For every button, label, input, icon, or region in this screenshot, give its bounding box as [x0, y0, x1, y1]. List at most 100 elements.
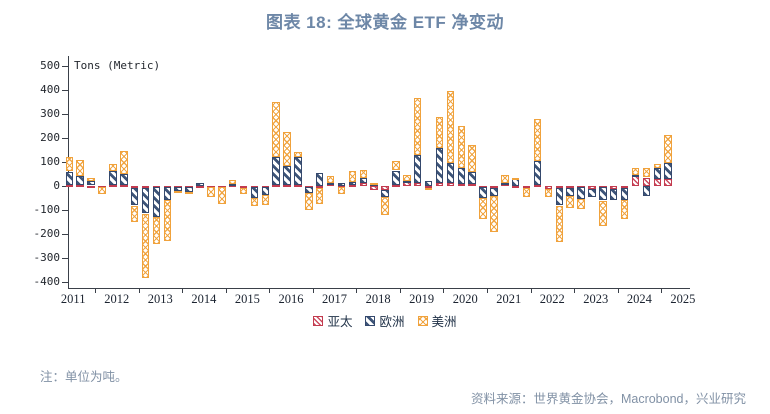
bar-segment-2023Q3-欧洲	[599, 187, 607, 201]
bar-segment-2021Q1-亚太	[490, 186, 498, 189]
bar-segment-2022Q1-亚太	[533, 184, 542, 187]
bar-segment-2021Q2-美洲	[501, 175, 509, 183]
bar-segment-2021Q4-美洲	[522, 188, 531, 197]
x-axis-tick	[138, 288, 140, 293]
bar-segment-2022Q2-美洲	[544, 188, 553, 197]
bar-segment-2017Q1-欧洲	[315, 172, 324, 186]
bar-segment-2011Q3-欧洲	[76, 175, 84, 186]
year-label: 2023	[583, 292, 609, 306]
bar-segment-2024Q4-美洲	[653, 164, 662, 168]
bar-segment-2016Q3-欧洲	[294, 156, 302, 185]
bar-segment-2018Q4-美洲	[392, 160, 400, 171]
bar-segment-2023Q1-欧洲	[577, 187, 585, 200]
x-axis-line	[68, 288, 690, 289]
bar-segment-2021Q1-美洲	[490, 195, 498, 232]
y-tick-label: -200	[33, 227, 61, 241]
bar-segment-2024Q2-亚太	[631, 176, 640, 186]
bar-segment-2017Q3-美洲	[337, 187, 346, 195]
bar-segment-2022Q1-欧洲	[533, 160, 542, 185]
y-tick-label: 0	[53, 179, 60, 192]
bar-segment-2019Q4-亚太	[435, 183, 444, 186]
bar-segment-2020Q1-欧洲	[446, 163, 455, 183]
source-credit: 资料来源：世界黄金协会，Macrobond，兴业研究	[470, 392, 746, 406]
legend-label-europe: 欧洲	[379, 315, 405, 329]
year-label: 2022	[539, 292, 565, 306]
legend-item-americas: 美洲	[417, 311, 457, 330]
bar-segment-2024Q3-亚太	[642, 177, 651, 186]
year-label: 2013	[147, 292, 173, 306]
bar-segment-2012Q2-美洲	[109, 164, 117, 172]
bar-segment-2023Q4-欧洲	[609, 188, 618, 200]
year-label: 2025	[670, 292, 696, 306]
bar-segment-2025Q1-亚太	[664, 178, 672, 186]
legend-item-europe: 欧洲	[365, 311, 405, 330]
bar-segment-2025Q1-美洲	[664, 135, 672, 164]
bar-segment-2012Q2-亚太	[109, 185, 117, 188]
bar-segment-2016Q2-亚太	[283, 185, 291, 187]
bar-segment-2020Q1-美洲	[446, 90, 455, 164]
bar-segment-2014Q4-美洲	[218, 187, 226, 205]
y-axis-tick	[62, 89, 68, 91]
bar-segment-2018Q1-亚太	[359, 183, 368, 186]
bar-segment-2013Q1-美洲	[141, 213, 150, 278]
bar-segment-2016Q4-欧洲	[305, 187, 313, 194]
bar-segment-2012Q1-美洲	[98, 187, 106, 195]
bar-segment-2012Q3-美洲	[120, 150, 128, 174]
bar-segment-2021Q3-亚太	[511, 186, 520, 188]
year-label: 2015	[234, 292, 260, 306]
year-label: 2020	[452, 292, 478, 306]
y-axis-tick	[62, 258, 68, 260]
bar-segment-2017Q3-欧洲	[337, 182, 346, 186]
year-label: 2017	[322, 292, 347, 306]
bar-segment-2018Q3-欧洲	[381, 189, 389, 198]
bar-segment-2014Q2-亚太	[196, 186, 204, 188]
x-axis-tick	[617, 288, 619, 293]
y-axis-tick	[62, 161, 68, 163]
bar-segment-2021Q3-美洲	[511, 178, 520, 180]
bar-segment-2014Q3-美洲	[207, 187, 215, 197]
bar-segment-2014Q1-美洲	[185, 192, 193, 195]
bar-segment-2024Q1-亚太	[620, 186, 629, 188]
bar-segment-2018Q4-欧洲	[392, 170, 400, 186]
legend-marker-europe-icon	[365, 315, 376, 326]
bar-segment-2015Q1-美洲	[228, 180, 237, 184]
bar-segment-2017Q2-欧洲	[326, 183, 335, 186]
bar-segment-2016Q1-亚太	[272, 184, 280, 187]
bar-segment-2025Q1-欧洲	[664, 163, 672, 179]
bar-segment-2012Q3-亚太	[120, 185, 128, 188]
bar-segment-2013Q1-欧洲	[141, 187, 150, 214]
bar-segment-2016Q1-欧洲	[272, 157, 280, 185]
bar-segment-2024Q4-亚太	[653, 178, 662, 186]
x-axis-tick	[95, 288, 96, 293]
bar-segment-2021Q4-亚太	[522, 186, 531, 189]
bar-segment-2019Q4-欧洲	[435, 148, 444, 184]
year-label: 2012	[104, 292, 130, 306]
bar-segment-2022Q3-美洲	[555, 205, 564, 243]
bar-segment-2017Q2-美洲	[326, 175, 335, 184]
year-label: 2018	[365, 292, 391, 306]
bar-segment-2020Q2-亚太	[457, 184, 466, 187]
year-label: 2024	[626, 292, 652, 306]
bar-segment-2019Q1-美洲	[403, 175, 411, 182]
bar-segment-2013Q1-亚太	[141, 186, 150, 188]
bar-segment-2024Q2-欧洲	[631, 175, 640, 178]
bar-segment-2020Q1-亚太	[446, 182, 455, 186]
bar-segment-2023Q4-亚太	[609, 186, 618, 189]
bar-segment-2013Q3-美洲	[163, 200, 172, 241]
bar-segment-2024Q1-欧洲	[620, 187, 629, 200]
y-tick-label: -300	[33, 251, 61, 265]
legend-label-americas: 美洲	[431, 315, 457, 329]
y-tick-label: 400	[40, 82, 60, 96]
bar-segment-2019Q3-欧洲	[424, 181, 433, 186]
bar-segment-2018Q2-亚太	[370, 186, 378, 190]
bar-segment-2019Q3-亚太	[424, 186, 433, 188]
bar-segment-2016Q2-欧洲	[283, 165, 291, 186]
bar-segment-2012Q2-欧洲	[109, 171, 117, 186]
bar-segment-2022Q3-亚太	[555, 186, 564, 188]
y-axis-tick	[62, 137, 68, 139]
bar-segment-2013Q2-美洲	[152, 216, 161, 245]
year-label: 2011	[60, 292, 86, 306]
bar-segment-2011Q2-欧洲	[65, 171, 74, 185]
bar-segment-2018Q1-美洲	[359, 169, 368, 178]
bar-segment-2021Q2-欧洲	[501, 182, 509, 185]
